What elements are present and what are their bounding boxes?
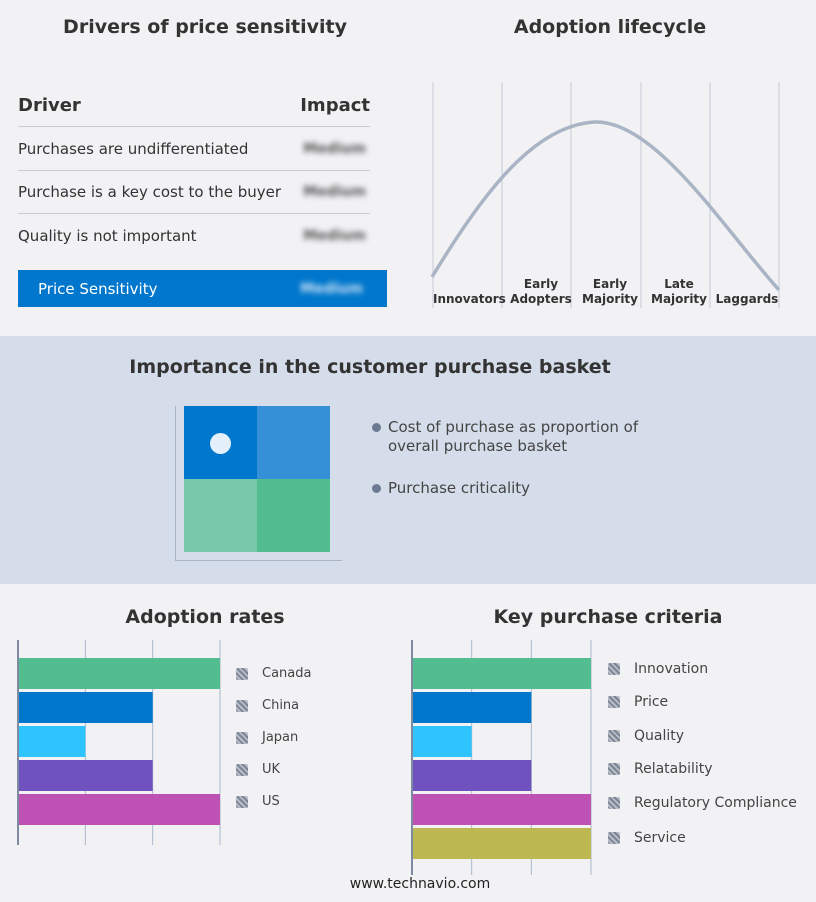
legend-item: Regulatory Compliance (608, 795, 797, 811)
stage-early-majority: Early Majority (582, 277, 638, 306)
legend-swatch-icon (608, 797, 620, 809)
bar-canada (19, 658, 220, 689)
legend-swatch-icon (236, 795, 248, 808)
adoption-rates-title: Adoption rates (125, 606, 285, 628)
legend-label: US (262, 794, 280, 809)
legend-swatch-icon (608, 696, 620, 708)
basket-title: Importance in the customer purchase bask… (129, 356, 611, 378)
basket-matrix (184, 406, 330, 552)
bar-service (413, 828, 591, 859)
matrix-cell (184, 406, 257, 479)
kpc-chart (411, 640, 592, 875)
position-marker (210, 433, 231, 454)
legend-swatch-icon (236, 763, 248, 776)
legend-swatch-icon (236, 667, 248, 680)
legend-item: UK (236, 762, 280, 777)
lifecycle-curve (430, 120, 781, 292)
legend-label: Service (634, 830, 686, 846)
legend-swatch-icon (608, 763, 620, 775)
legend-swatch-icon (608, 832, 620, 844)
footer-url: www.technavio.com (349, 876, 491, 892)
legend-swatch-icon (608, 730, 620, 742)
adoption-rates-chart (17, 640, 221, 845)
impact-value: Medium (303, 141, 366, 157)
stage-laggards: Laggards (715, 292, 779, 306)
legend-label: Quality (634, 728, 685, 744)
drivers-title: Drivers of price sensitivity (63, 16, 347, 38)
bar-china (19, 692, 153, 723)
basket-legend-cost: Cost of purchase as proportion of overal… (388, 418, 639, 455)
lifecycle-chart (430, 82, 781, 308)
legend-label: UK (262, 762, 281, 777)
basket-section (0, 336, 816, 584)
legend-item: Quality (608, 728, 684, 744)
legend-swatch-icon (236, 699, 248, 712)
legend-item: US (236, 794, 280, 809)
driver-row: Purchase is a key cost to the buyer Mediu… (18, 171, 370, 214)
bar-uk (19, 760, 153, 791)
bar-innovation (413, 658, 591, 689)
legend-item: Relatability (608, 761, 713, 777)
impact-col-header: Impact (300, 94, 370, 116)
legend-item: Canada (236, 666, 311, 681)
price-sensitivity-value: Medium (300, 280, 363, 297)
bar-japan (19, 726, 86, 757)
legend-label: Price (634, 694, 669, 710)
legend-label: China (262, 698, 300, 713)
price-sensitivity-bar: Price Sensitivity Medium (18, 270, 387, 307)
impact-value: Medium (303, 184, 366, 200)
driver-label: Purchases are undifferentiated (18, 140, 249, 158)
bar-us (19, 794, 220, 825)
matrix-cell (184, 479, 257, 552)
legend-label: Regulatory Compliance (634, 795, 797, 811)
lifecycle-title: Adoption lifecycle (513, 16, 707, 38)
bullet-icon (372, 423, 381, 432)
driver-row: Quality is not important Medium (18, 214, 370, 257)
bullet-icon (372, 484, 381, 493)
legend-item: China (236, 698, 299, 713)
legend-item: Service (608, 830, 686, 846)
legend-item: Japan (236, 730, 298, 745)
drivers-header: Driver Impact (18, 84, 370, 127)
driver-label: Purchase is a key cost to the buyer (18, 183, 282, 201)
legend-item: Price (608, 694, 668, 710)
legend-swatch-icon (608, 663, 620, 675)
driver-row: Purchases are undifferentiated Medium (18, 128, 370, 171)
legend-label: Relatability (634, 761, 713, 777)
legend-label: Canada (262, 666, 312, 681)
legend-label: Japan (262, 730, 299, 745)
bar-price (413, 692, 532, 723)
matrix-cell (257, 406, 330, 479)
impact-value: Medium (303, 227, 366, 244)
stage-late-majority: Late Majority (651, 277, 707, 306)
matrix-cell (257, 479, 330, 552)
bar-quality (413, 726, 472, 757)
legend-item: Innovation (608, 661, 708, 677)
stage-early-adopters: Early Adopters (510, 277, 572, 306)
price-sensitivity-label: Price Sensitivity (38, 279, 158, 298)
bar-regulatory-compliance (413, 794, 591, 825)
basket-legend-criticality: Purchase criticality (388, 479, 531, 497)
driver-label: Quality is not important (18, 226, 197, 245)
stage-innovators: Innovators (433, 292, 506, 306)
bar-relatability (413, 760, 532, 791)
legend-swatch-icon (236, 731, 248, 744)
legend-label: Innovation (634, 661, 709, 677)
driver-col-header: Driver (18, 94, 81, 116)
kpc-title: Key purchase criteria (493, 606, 723, 628)
